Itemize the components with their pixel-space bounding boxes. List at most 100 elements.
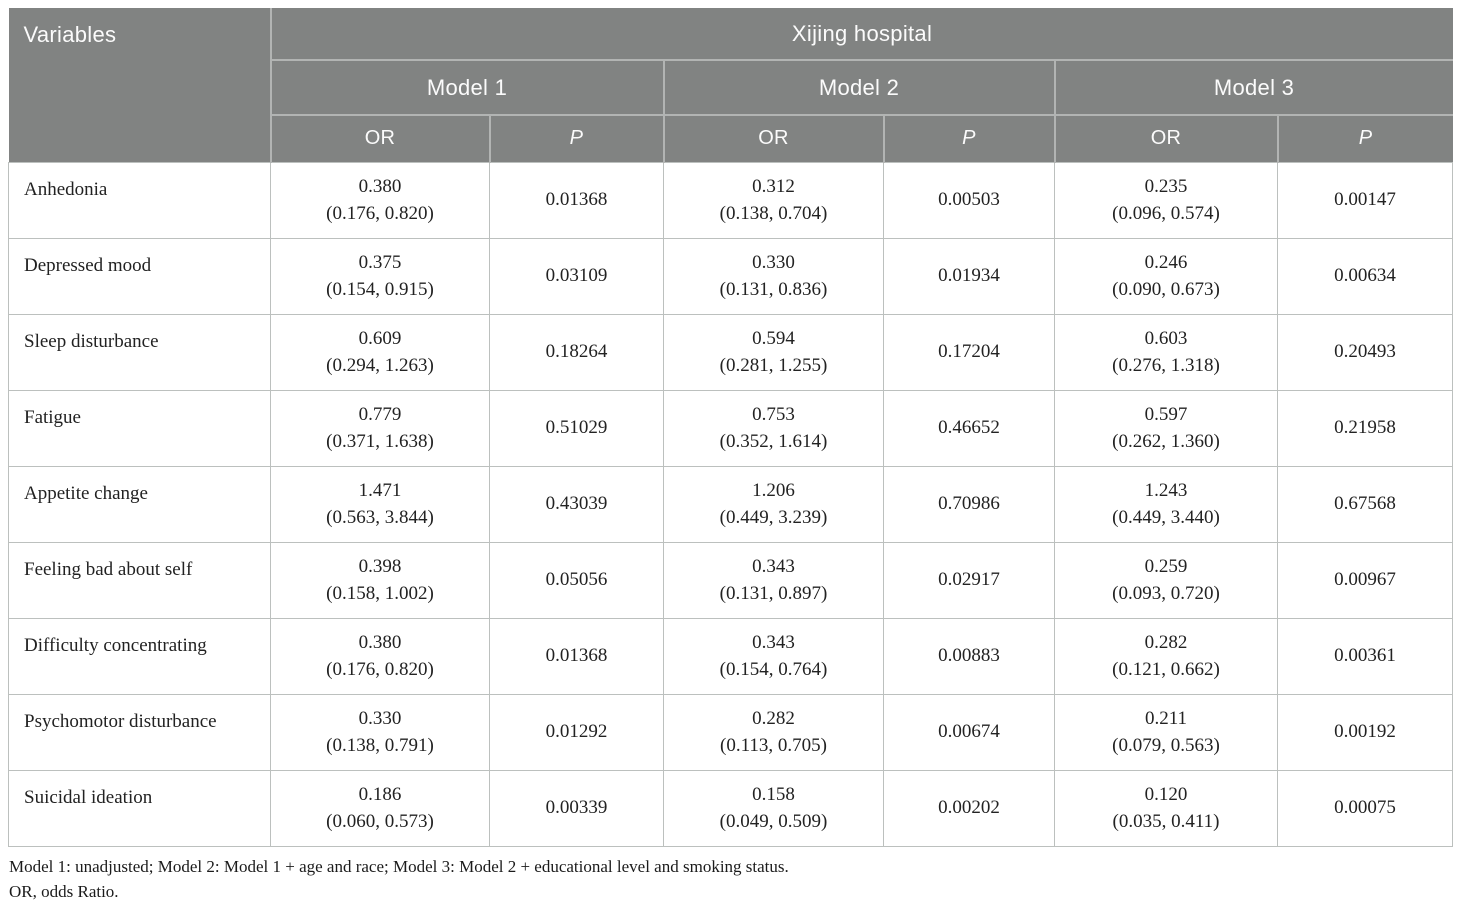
or-value: 0.158 <box>752 784 795 805</box>
m3-or-cell: 1.243 (0.449, 3.440) <box>1054 465 1278 543</box>
regression-results-table: Variables Xijing hospital Model 1 Model … <box>8 8 1454 847</box>
or-value: 0.753 <box>752 404 795 425</box>
model-1-header: Model 1 <box>270 60 664 116</box>
or-value: 0.259 <box>1144 556 1188 577</box>
m2-or-cell: 0.312 (0.138, 0.704) <box>663 161 884 239</box>
m1-p-cell: 0.03109 <box>489 237 664 315</box>
m2-or-cell: 0.343 (0.131, 0.897) <box>663 541 884 619</box>
table-row-sleep-disturbance: Sleep disturbance 0.609 (0.294, 1.263) 0.… <box>8 313 1454 391</box>
m3-or-cell: 0.597 (0.262, 1.360) <box>1054 389 1278 467</box>
or-ci: (0.262, 1.360) <box>1112 431 1220 452</box>
or-value: 0.211 <box>1144 708 1188 729</box>
or-value: 1.471 <box>358 480 402 501</box>
m3-p-cell: 0.00147 <box>1276 161 1454 239</box>
or-ci: (0.371, 1.638) <box>326 431 434 452</box>
or-value: 0.603 <box>1144 328 1188 349</box>
or-ci: (0.093, 0.720) <box>1112 583 1220 604</box>
table-row-fatigue: Fatigue 0.779 (0.371, 1.638) 0.51029 0.75… <box>8 389 1454 467</box>
or-ci: (0.090, 0.673) <box>1112 279 1220 300</box>
table-row-depressed-mood: Depressed mood 0.375 (0.154, 0.915) 0.031… <box>8 237 1454 315</box>
or-ci: (0.276, 1.318) <box>1112 355 1220 376</box>
or-ci: (0.352, 1.614) <box>719 431 828 452</box>
m2-p-cell: 0.00202 <box>883 769 1055 847</box>
model-3-p-header: P <box>1276 115 1453 162</box>
or-ci: (0.281, 1.255) <box>719 355 828 376</box>
m3-p-cell: 0.00361 <box>1276 617 1454 695</box>
or-value: 0.779 <box>358 404 402 425</box>
or-value: 1.206 <box>752 480 795 501</box>
m1-p-cell: 0.00339 <box>489 769 664 847</box>
model-3-header: Model 3 <box>1053 60 1453 116</box>
or-ci: (0.131, 0.836) <box>719 279 828 300</box>
m1-or-cell: 0.186 (0.060, 0.573) <box>270 769 490 847</box>
or-ci: (0.049, 0.509) <box>719 811 828 832</box>
m1-or-cell: 0.779 (0.371, 1.638) <box>270 389 490 467</box>
or-value: 0.120 <box>1144 784 1188 805</box>
variable-label: Appetite change <box>8 465 271 543</box>
or-value: 0.380 <box>358 176 402 197</box>
m1-p-cell: 0.51029 <box>489 389 664 467</box>
or-value: 0.594 <box>752 328 795 349</box>
m3-or-cell: 0.259 (0.093, 0.720) <box>1054 541 1278 619</box>
or-ci: (0.079, 0.563) <box>1112 735 1220 756</box>
or-ci: (0.158, 1.002) <box>326 583 434 604</box>
table-row-psychomotor-disturbance: Psychomotor disturbance 0.330 (0.138, 0.7… <box>8 693 1454 771</box>
m1-or-cell: 0.375 (0.154, 0.915) <box>270 237 490 315</box>
m3-or-cell: 0.120 (0.035, 0.411) <box>1054 769 1278 847</box>
model-1-or-header: OR <box>270 115 490 162</box>
variables-column-header: Variables <box>8 8 272 162</box>
m1-or-cell: 0.609 (0.294, 1.263) <box>270 313 490 391</box>
or-value: 0.398 <box>358 556 402 577</box>
m3-p-cell: 0.00192 <box>1276 693 1454 771</box>
or-ci: (0.449, 3.440) <box>1112 507 1220 528</box>
or-ci: (0.176, 0.820) <box>326 203 434 224</box>
or-value: 0.282 <box>1144 632 1188 653</box>
variable-label: Depressed mood <box>8 237 271 315</box>
model-2-or-header: OR <box>662 115 884 162</box>
or-ci: (0.096, 0.574) <box>1112 203 1220 224</box>
m1-or-cell: 0.380 (0.176, 0.820) <box>270 161 490 239</box>
table-row-feeling-bad-about-self: Feeling bad about self 0.398 (0.158, 1.00… <box>8 541 1454 619</box>
variable-label: Anhedonia <box>8 161 271 239</box>
m1-or-cell: 1.471 (0.563, 3.844) <box>270 465 490 543</box>
hospital-group-header: Xijing hospital <box>270 8 1453 61</box>
or-ci: (0.113, 0.705) <box>720 735 827 756</box>
or-value: 0.330 <box>752 252 795 273</box>
m1-or-cell: 0.380 (0.176, 0.820) <box>270 617 490 695</box>
or-ci: (0.121, 0.662) <box>1112 659 1220 680</box>
m2-or-cell: 0.594 (0.281, 1.255) <box>663 313 884 391</box>
m2-or-cell: 0.330 (0.131, 0.836) <box>663 237 884 315</box>
table-row-difficulty-concentrating: Difficulty concentrating 0.380 (0.176, 0.… <box>8 617 1454 695</box>
m2-or-cell: 1.206 (0.449, 3.239) <box>663 465 884 543</box>
m2-p-cell: 0.70986 <box>883 465 1055 543</box>
m1-or-cell: 0.330 (0.138, 0.791) <box>270 693 490 771</box>
variable-label: Psychomotor disturbance <box>8 693 271 771</box>
or-ci: (0.176, 0.820) <box>326 659 434 680</box>
m1-or-cell: 0.398 (0.158, 1.002) <box>270 541 490 619</box>
m1-p-cell: 0.18264 <box>489 313 664 391</box>
or-value: 0.246 <box>1144 252 1188 273</box>
m2-p-cell: 0.00674 <box>883 693 1055 771</box>
m3-p-cell: 0.00075 <box>1276 769 1454 847</box>
variable-label: Difficulty concentrating <box>8 617 271 695</box>
m3-or-cell: 0.282 (0.121, 0.662) <box>1054 617 1278 695</box>
model-3-or-header: OR <box>1053 115 1278 162</box>
variable-label: Fatigue <box>8 389 271 467</box>
or-ci: (0.060, 0.573) <box>326 811 434 832</box>
variable-label: Suicidal ideation <box>8 769 271 847</box>
or-ci: (0.138, 0.791) <box>326 735 434 756</box>
or-value: 0.343 <box>752 556 795 577</box>
or-value: 0.235 <box>1144 176 1188 197</box>
model-1-p-header: P <box>488 115 664 162</box>
variable-label: Sleep disturbance <box>8 313 271 391</box>
m2-or-cell: 0.282 (0.113, 0.705) <box>663 693 884 771</box>
or-value: 0.375 <box>358 252 402 273</box>
footnote-models: Model 1: unadjusted; Model 2: Model 1 + … <box>9 856 789 876</box>
m3-p-cell: 0.00634 <box>1276 237 1454 315</box>
footnote-abbreviation: OR, odds Ratio. <box>9 881 119 901</box>
m3-or-cell: 0.603 (0.276, 1.318) <box>1054 313 1278 391</box>
or-value: 1.243 <box>1144 480 1188 501</box>
m3-or-cell: 0.235 (0.096, 0.574) <box>1054 161 1278 239</box>
m3-p-cell: 0.00967 <box>1276 541 1454 619</box>
or-ci: (0.563, 3.844) <box>326 507 434 528</box>
